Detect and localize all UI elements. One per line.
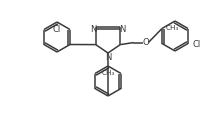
Text: Cl: Cl <box>193 40 201 49</box>
Text: Cl: Cl <box>53 25 61 34</box>
Text: O: O <box>143 38 150 47</box>
Text: N: N <box>120 25 126 34</box>
Text: N: N <box>90 25 96 34</box>
Text: N: N <box>105 53 111 61</box>
Text: CH₃: CH₃ <box>101 70 115 76</box>
Text: CH₃: CH₃ <box>165 25 179 31</box>
